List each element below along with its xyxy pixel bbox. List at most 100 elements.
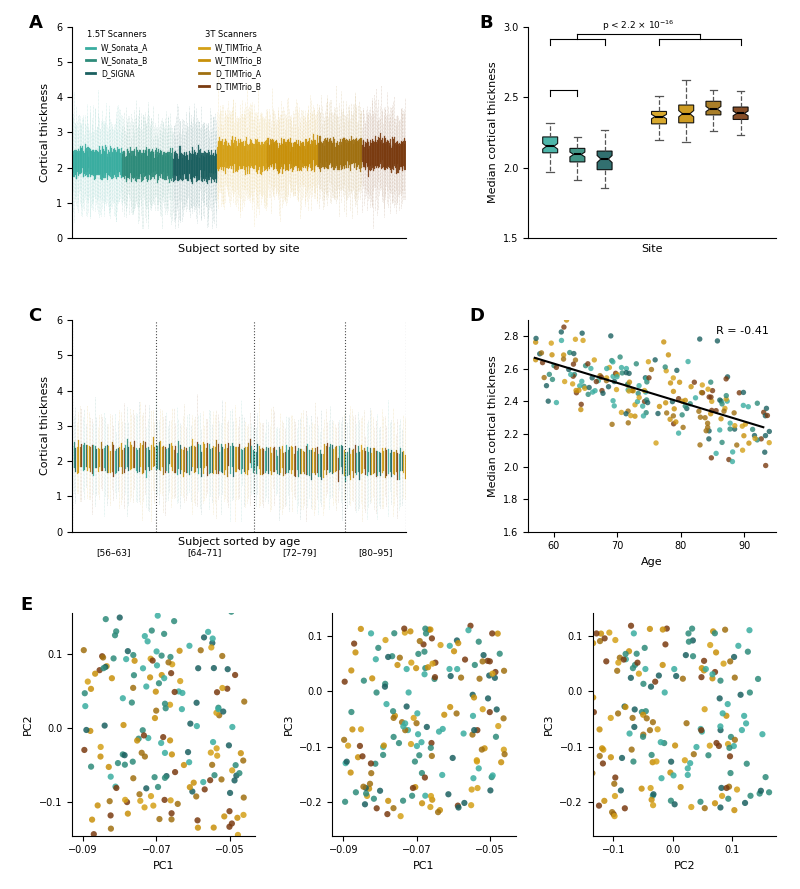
Point (547, 358, 560, 372)
Point (117, 691, 130, 705)
Point (120, 652, 133, 666)
Point (484, 783, 497, 797)
Point (486, 770, 498, 784)
Point (212, 702, 225, 717)
Point (173, 644, 186, 658)
Point (158, 671, 170, 685)
Point (682, 768, 694, 782)
Point (186, 784, 198, 798)
Point (658, 685, 671, 700)
Point (89, 667, 102, 681)
Point (647, 787, 660, 801)
Point (586, 385, 599, 399)
Point (386, 704, 399, 718)
Point (406, 781, 419, 795)
Point (635, 781, 648, 796)
Point (443, 662, 456, 677)
Point (622, 404, 634, 418)
Point (626, 383, 638, 397)
Point (489, 670, 502, 685)
Point (570, 383, 582, 397)
Point (118, 749, 131, 763)
X-axis label: Subject sorted by site: Subject sorted by site (178, 244, 300, 254)
Point (394, 809, 407, 823)
Point (749, 431, 762, 445)
Point (225, 605, 238, 619)
Point (85, 759, 98, 773)
Point (210, 706, 223, 720)
Point (602, 380, 615, 394)
Point (182, 745, 194, 759)
Point (421, 720, 434, 734)
Point (581, 719, 594, 733)
Point (204, 773, 217, 788)
Point (377, 740, 390, 754)
Text: [80–95]: [80–95] (358, 549, 393, 557)
Point (740, 717, 753, 731)
Point (475, 742, 488, 757)
Point (629, 397, 642, 412)
Point (743, 623, 756, 637)
Point (444, 700, 457, 714)
Point (627, 755, 640, 769)
Point (411, 706, 424, 720)
Point (471, 723, 484, 737)
Point (133, 787, 146, 801)
Point (662, 348, 675, 362)
Point (637, 677, 650, 691)
Point (726, 444, 739, 459)
Point (633, 390, 646, 404)
Point (608, 399, 621, 413)
Point (563, 346, 576, 360)
Point (79, 699, 92, 713)
Point (643, 723, 656, 737)
Point (669, 739, 682, 753)
Point (761, 408, 774, 422)
Point (676, 394, 689, 408)
Point (452, 636, 465, 650)
Point (354, 722, 367, 736)
Y-axis label: PC3: PC3 (283, 714, 294, 735)
Point (693, 404, 706, 419)
Point (627, 626, 640, 640)
Point (466, 727, 479, 741)
Point (739, 417, 752, 431)
Point (736, 443, 749, 457)
Point (578, 381, 591, 396)
Point (467, 771, 480, 785)
Point (705, 390, 718, 404)
Point (682, 355, 694, 369)
Point (396, 715, 409, 729)
Point (715, 781, 728, 795)
Legend: W_TIMTrio_A, W_TIMTrio_B, D_TIMTrio_A, D_TIMTrio_B: W_TIMTrio_A, W_TIMTrio_B, D_TIMTrio_A, D… (199, 30, 262, 91)
Point (150, 645, 163, 659)
Point (149, 711, 162, 725)
Point (117, 718, 130, 733)
Point (609, 633, 622, 647)
Point (418, 771, 431, 785)
Point (639, 662, 652, 677)
Point (490, 702, 503, 717)
Point (114, 611, 126, 625)
Point (564, 367, 577, 381)
Point (751, 433, 764, 447)
Point (618, 653, 630, 667)
Point (682, 761, 694, 775)
Point (724, 766, 737, 781)
Point (94, 663, 106, 677)
X-axis label: Age: Age (642, 557, 663, 567)
Point (638, 395, 651, 409)
Point (696, 378, 709, 392)
Point (614, 651, 626, 665)
Point (686, 633, 699, 647)
Point (191, 813, 204, 828)
Point (638, 641, 651, 655)
Point (545, 336, 558, 350)
Point (558, 320, 570, 334)
Point (100, 659, 113, 673)
Point (184, 717, 197, 731)
Point (600, 371, 613, 385)
Point (483, 654, 496, 669)
Point (405, 655, 418, 669)
Point (357, 780, 370, 794)
